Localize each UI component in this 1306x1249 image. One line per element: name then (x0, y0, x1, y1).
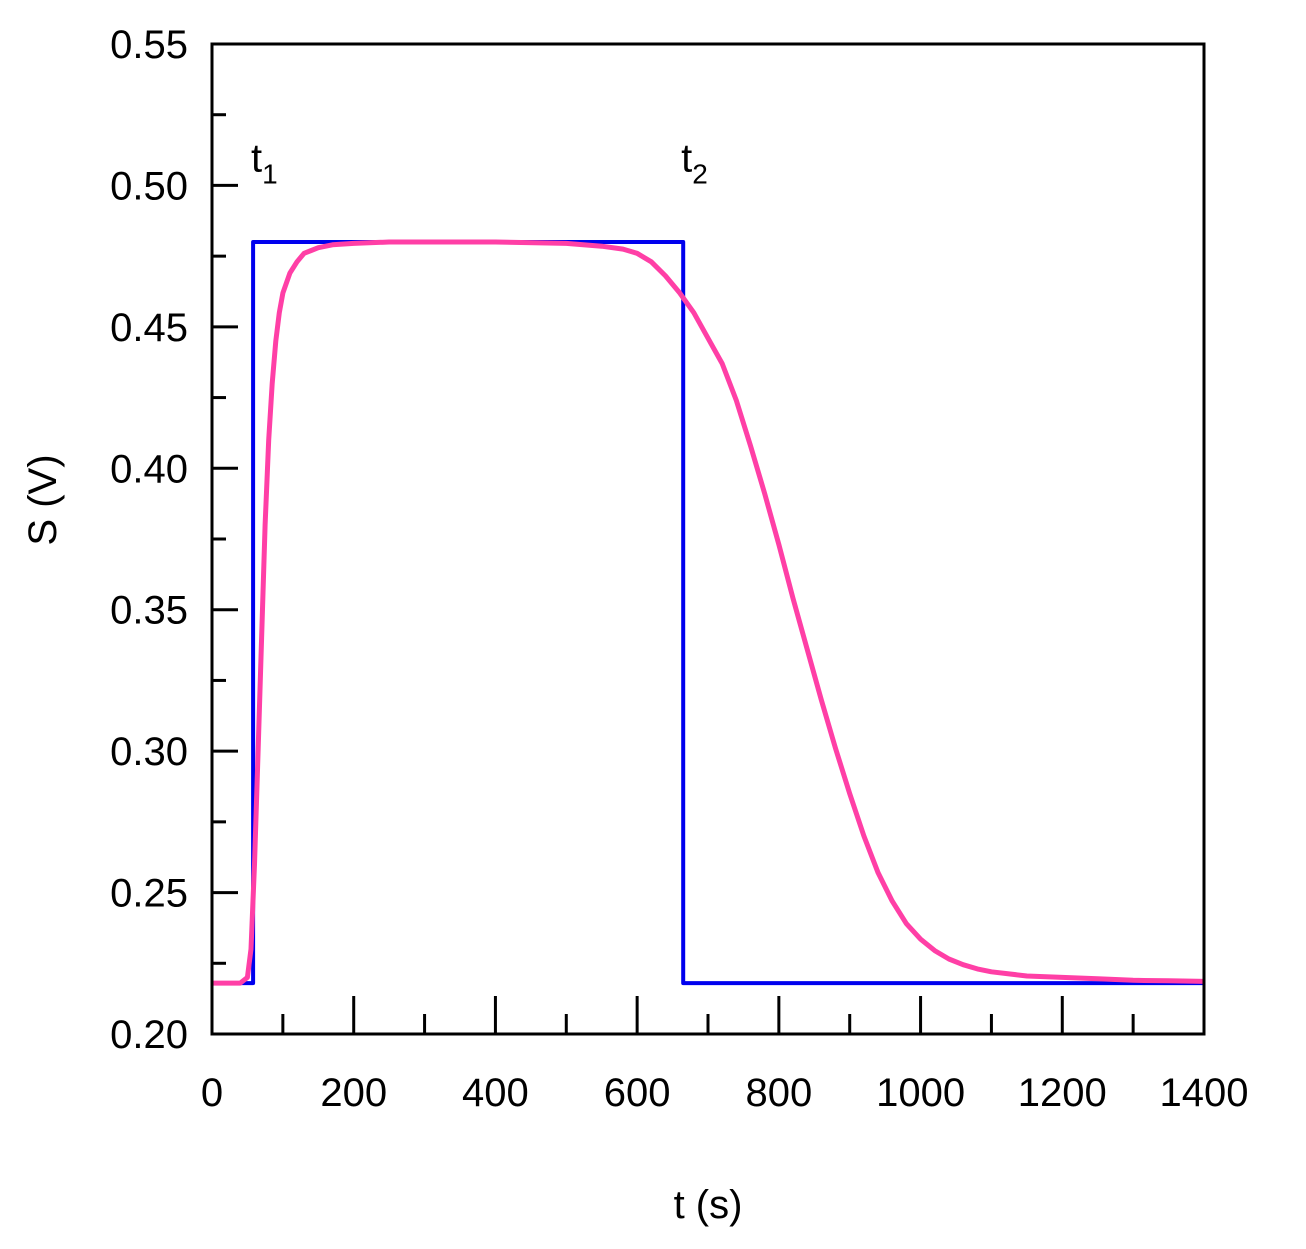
tick-layer (210, 42, 1206, 1036)
x-tick-label: 1200 (1018, 1071, 1107, 1115)
annotation-layer: t1 t2 (251, 136, 708, 189)
y-tick-label: 0.25 (110, 872, 188, 916)
y-tick-label: 0.20 (110, 1013, 188, 1057)
y-tick-label: 0.30 (110, 730, 188, 774)
series-line-1 (212, 240, 1204, 986)
annotation-t2: t2 (681, 136, 708, 189)
label-layer: 0 200 400 600 800 1000 1200 1400 0.20 0.25 0.30 0.3… (110, 23, 1248, 1115)
x-tick-label: 600 (604, 1071, 671, 1115)
y-tick-label: 0.45 (110, 306, 188, 350)
x-axis-title: t (s) (674, 1183, 743, 1227)
series-line-2 (212, 239, 1205, 986)
y-tick-label: 0.50 (110, 164, 188, 208)
x-tick-label: 1000 (876, 1071, 965, 1115)
plot-frame (210, 42, 1206, 1036)
x-tick-label: 200 (320, 1071, 387, 1115)
y-tick-label: 0.40 (110, 447, 188, 491)
y-tick-label: 0.35 (110, 589, 188, 633)
x-tick-label: 1400 (1160, 1071, 1249, 1115)
y-tick-label: 0.55 (110, 23, 188, 67)
y-axis-title: S (V) (21, 454, 65, 545)
annotation-t1: t1 (251, 136, 278, 189)
x-tick-label: 800 (745, 1071, 812, 1115)
x-tick-label: 400 (462, 1071, 529, 1115)
series-layer (212, 239, 1205, 986)
x-tick-label: 0 (201, 1071, 223, 1115)
